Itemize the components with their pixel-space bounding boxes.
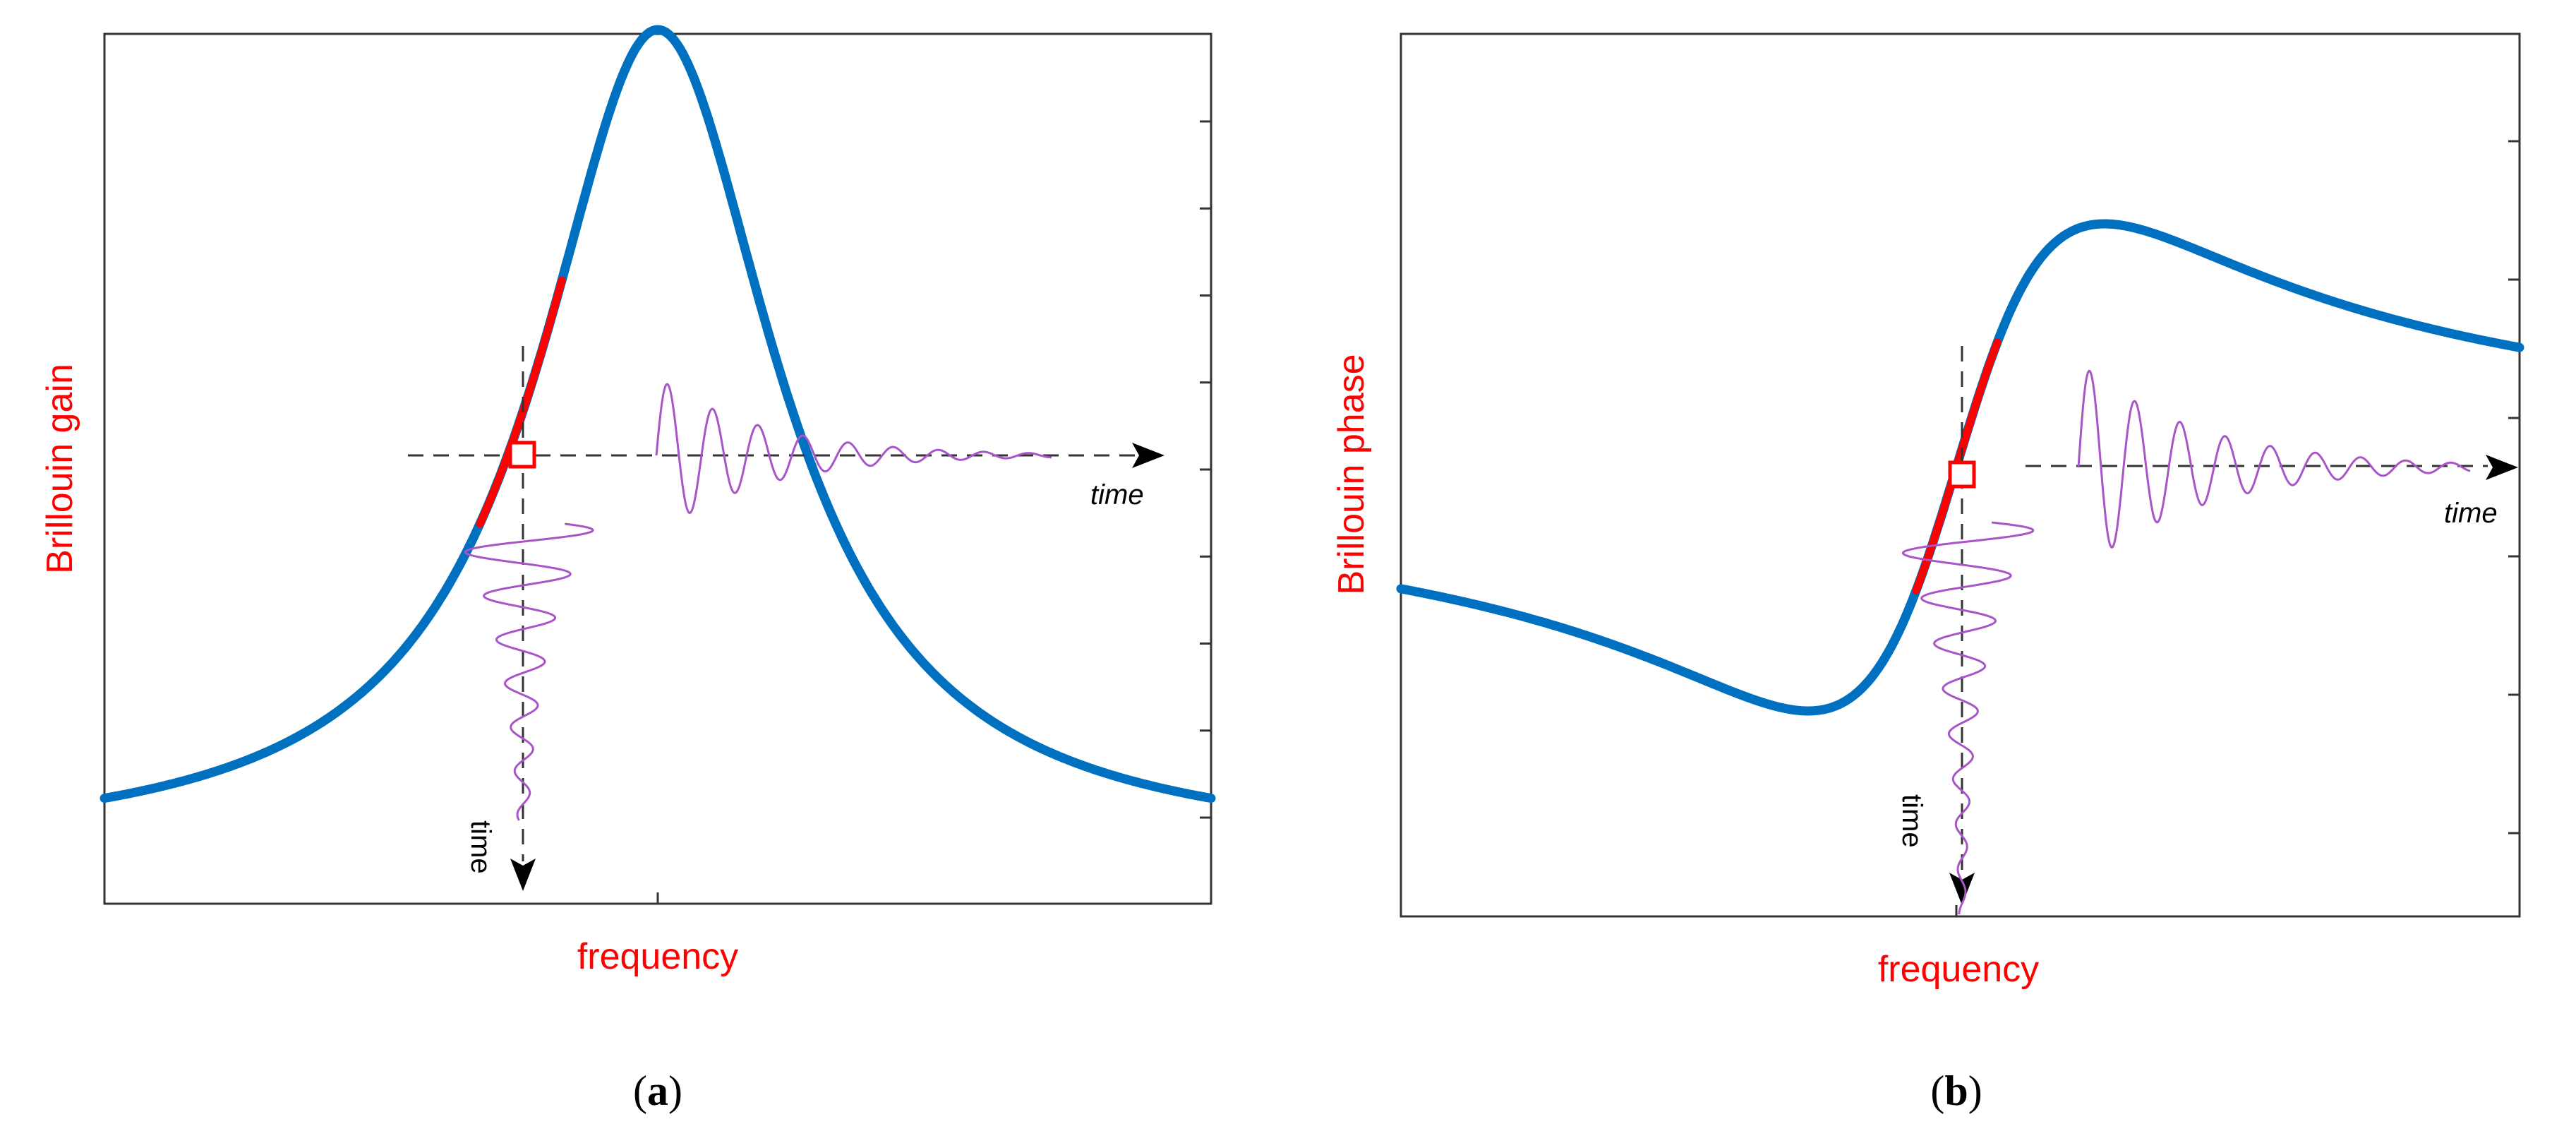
time-label-vertical-b: time: [1896, 794, 1927, 848]
y-axis-label-a: Brillouin gain: [40, 364, 80, 574]
arrowhead-down-icon: [1949, 873, 1975, 905]
ticks-b: [2508, 140, 2520, 835]
operating-point-marker-a: [508, 441, 536, 469]
time-label-vertical-a: time: [465, 820, 496, 874]
y-axis-label-b: Brillouin phase: [1331, 354, 1372, 594]
plot-frame-a: [103, 32, 1212, 905]
arrowhead-down-icon: [510, 859, 536, 891]
arrowhead-right-icon: [1132, 443, 1164, 468]
arrowhead-right-icon: [2486, 455, 2518, 480]
caption-b: (b): [1930, 1068, 1982, 1114]
gain-curve: [100, 25, 1216, 803]
input-wave-a: [464, 522, 594, 821]
output-wave-a: [655, 383, 1052, 515]
output-wave-b: [2077, 369, 2471, 549]
panel-a: time time Brillouin gain frequency (a): [40, 25, 1216, 1114]
plot-frame-b: [1400, 32, 2521, 918]
gain-highlight-segment: [476, 276, 566, 528]
x-axis-label-a: frequency: [577, 936, 738, 977]
time-label-horizontal-a: time: [1090, 479, 1144, 510]
panel-b: time time Brillouin phase frequency (b): [1331, 32, 2524, 1114]
time-label-horizontal-b: time: [2444, 498, 2498, 529]
ticks-a: [1200, 120, 1211, 819]
caption-a: (a): [633, 1068, 682, 1114]
input-wave-b: [1902, 521, 2035, 914]
x-axis-label-b: frequency: [1878, 949, 2039, 990]
operating-point-marker-b: [1948, 460, 1976, 489]
